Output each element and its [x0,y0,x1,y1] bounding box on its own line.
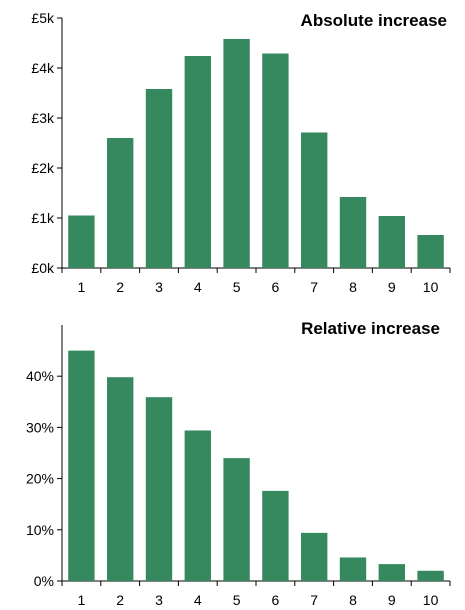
absolute-increase-title: Absolute increase [301,11,447,30]
x-tick-label: 7 [310,592,318,608]
bar [223,458,250,581]
bar [107,377,134,581]
x-tick-label: 2 [116,279,124,295]
x-tick-label: 4 [194,279,202,295]
bar [339,197,367,268]
x-tick-label: 4 [194,592,202,608]
y-tick-label: 10% [26,522,54,538]
x-tick-label: 3 [155,279,163,295]
bar [301,132,328,268]
x-tick-label: 8 [349,592,357,608]
bar [262,53,289,268]
bar [68,215,95,268]
x-tick-label: 2 [116,592,124,608]
bar [145,397,173,581]
y-tick-label: £3k [31,110,55,126]
y-tick-label: 0% [34,573,54,589]
bar [68,350,95,581]
y-tick-label: £1k [31,210,55,226]
x-tick-label: 10 [423,279,439,295]
x-tick-label: 1 [78,592,86,608]
x-tick-label: 10 [423,592,439,608]
x-tick-label: 8 [349,279,357,295]
x-tick-label: 5 [233,279,241,295]
bar [378,564,405,581]
bar [107,138,134,268]
bar [262,490,289,581]
x-tick-label: 5 [233,592,241,608]
y-tick-label: 20% [26,471,54,487]
bar [417,570,444,581]
x-tick-label: 1 [78,279,86,295]
y-tick-label: 40% [26,368,54,384]
y-tick-label: £5k [31,10,55,26]
bar [417,235,444,268]
bar [339,557,367,581]
relative-increase-chart: Relative increase 0% 10% 20% 30% 40% 1 2 3 4 5 6 7 8… [26,319,451,608]
x-tick-label: 9 [388,279,396,295]
bar [301,532,328,581]
x-tick-label: 9 [388,592,396,608]
y-tick-label: £4k [31,60,55,76]
y-tick-label: £2k [31,160,55,176]
bar [378,216,405,268]
bar [184,56,211,268]
y-tick-label: 30% [26,419,54,435]
absolute-increase-chart: Absolute increase £0k £1k £2k £3k £4k £5k 1 2 3 4… [31,10,451,295]
bar [184,430,211,581]
y-tick-label: £0k [31,260,55,276]
bar [223,39,250,268]
x-tick-label: 6 [272,279,280,295]
bar [145,89,173,268]
x-tick-label: 7 [310,279,318,295]
relative-increase-title: Relative increase [301,319,440,338]
x-tick-label: 6 [272,592,280,608]
x-tick-label: 3 [155,592,163,608]
